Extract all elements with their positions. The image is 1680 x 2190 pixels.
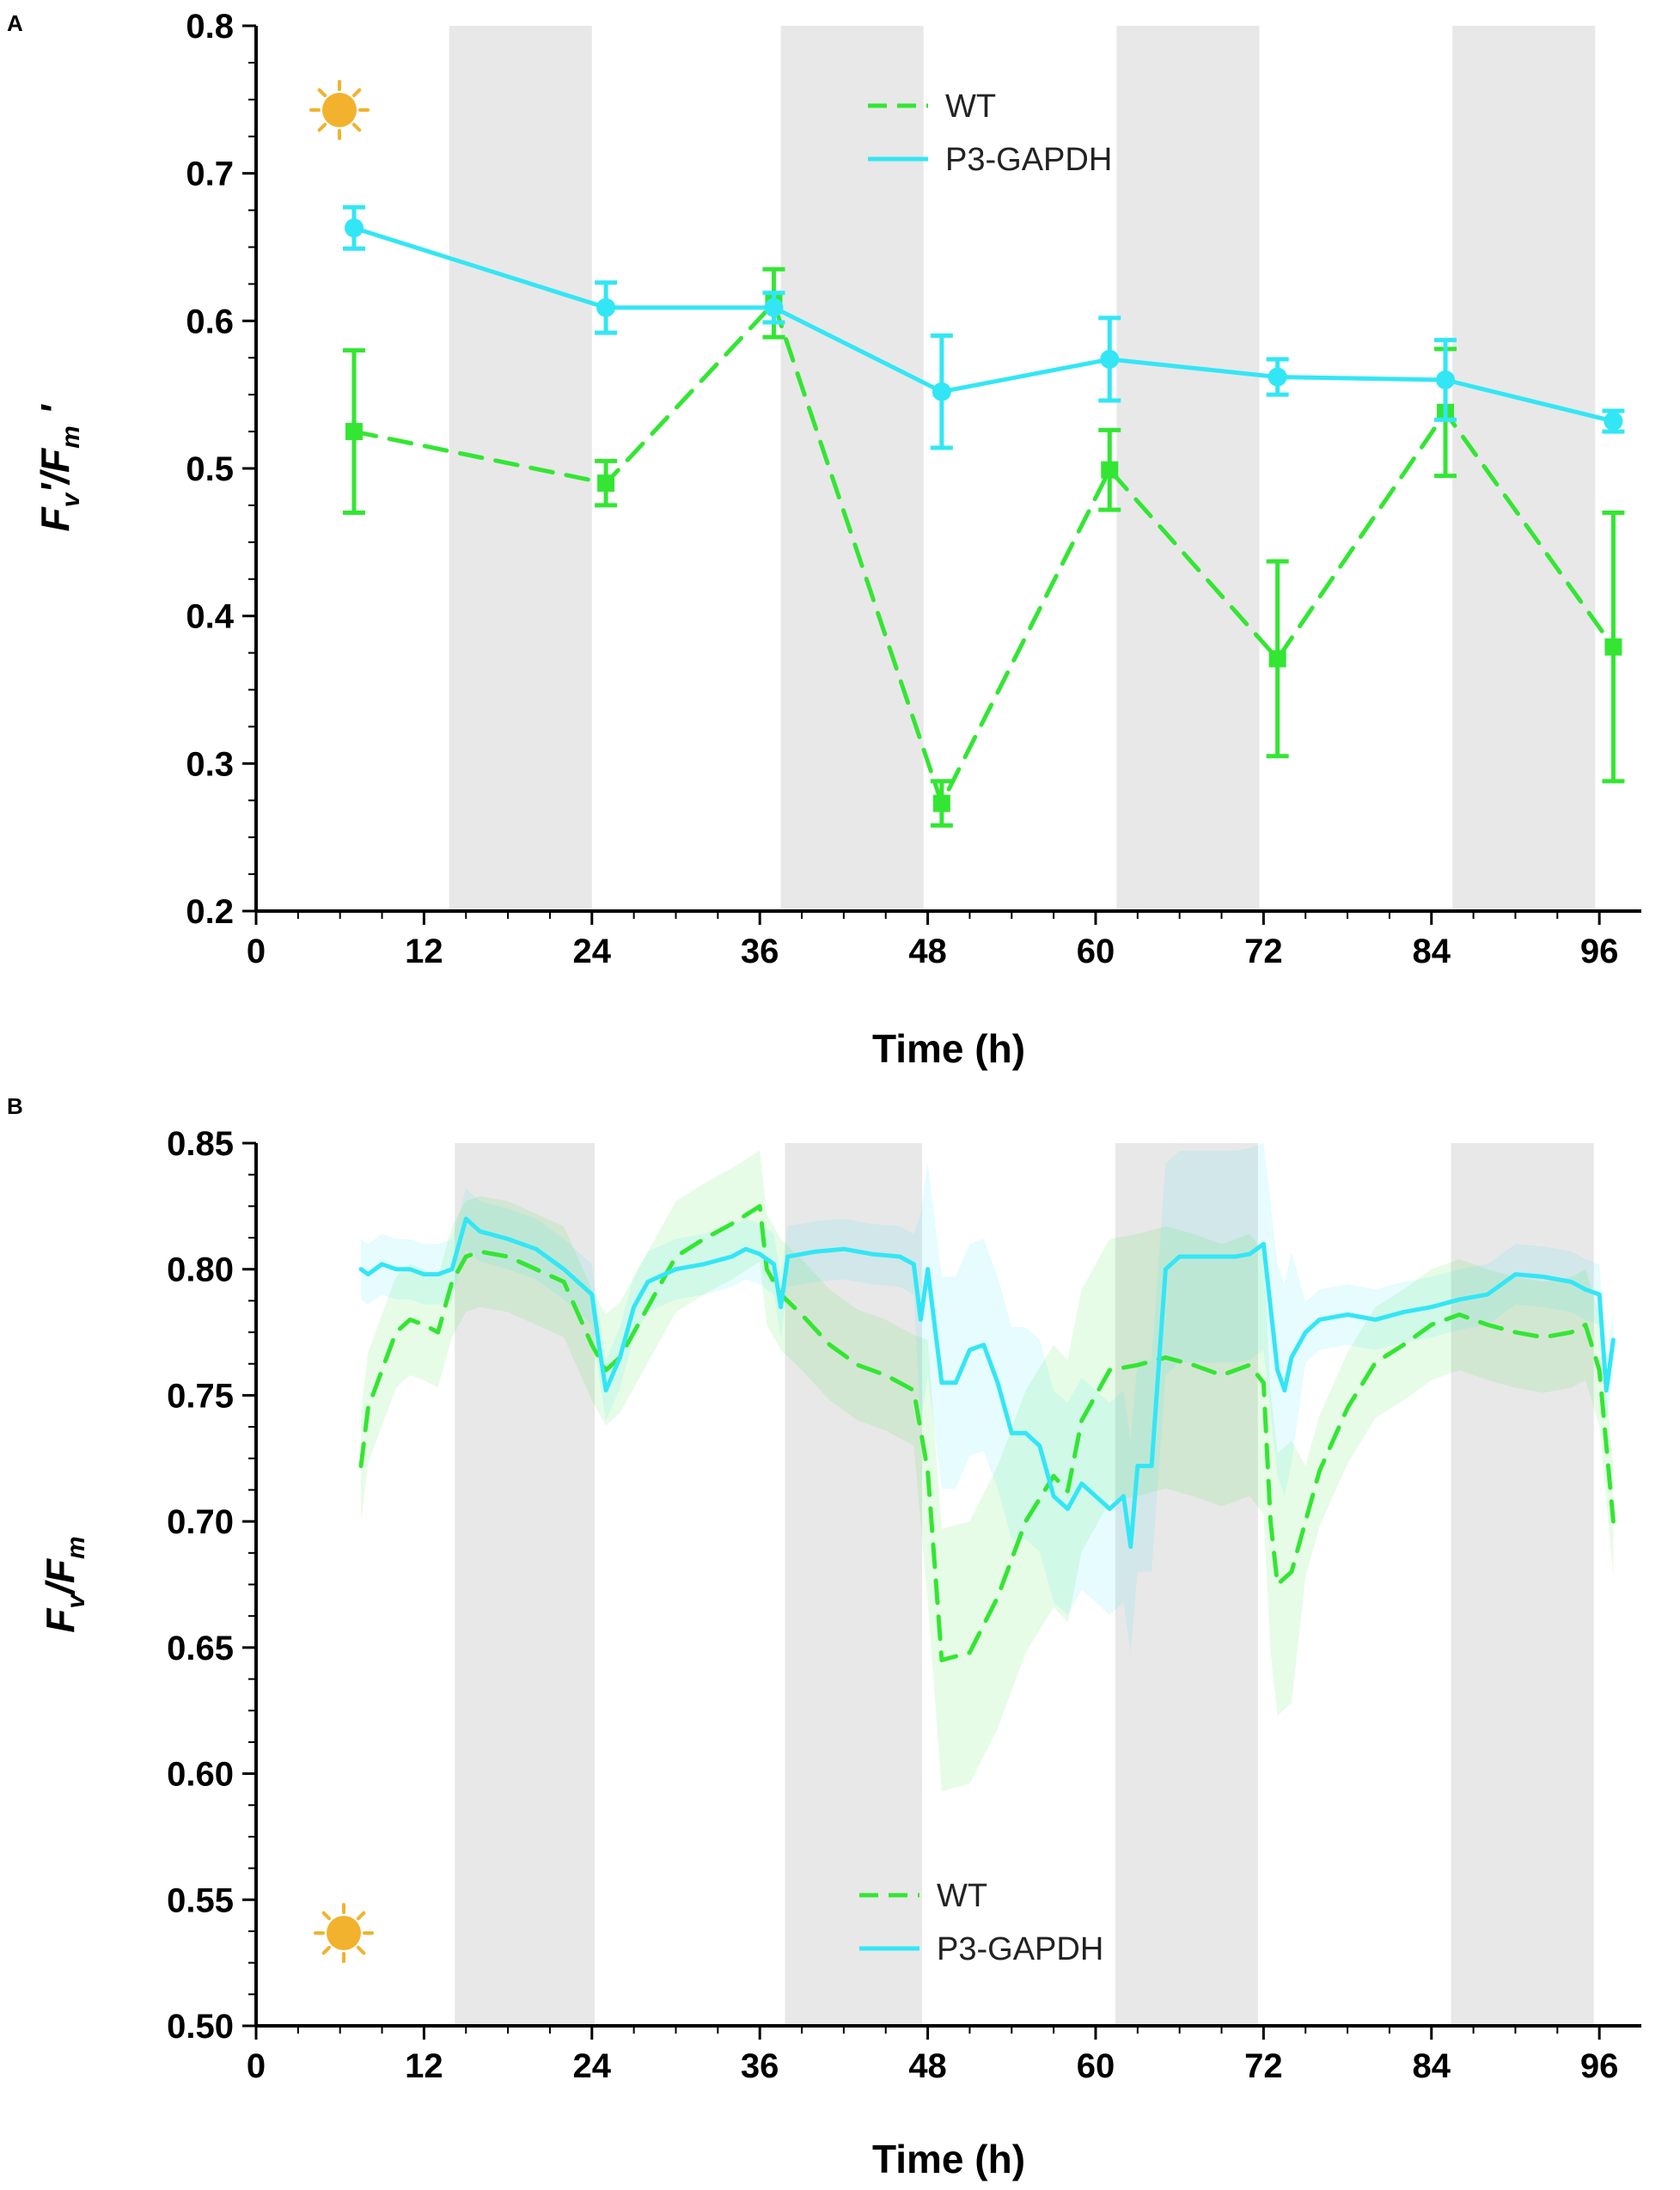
- night-band: [1115, 1143, 1258, 2026]
- panel-b: B 0 12 24 36 48 60 72 84 96 0.50 0.55 0.60 0.65 0.70 0.…: [0, 1092, 1680, 2190]
- y-tick-label: 0.3: [186, 745, 234, 783]
- series-line-wt: [351, 301, 1616, 806]
- x-axis-title: Time (h): [872, 2137, 1025, 2181]
- data-point: [932, 794, 950, 812]
- x-tick-label: 36: [741, 2047, 779, 2085]
- y-tick-label: 0.50: [167, 2008, 234, 2046]
- x-tick-label: 12: [405, 2047, 443, 2085]
- data-point: [344, 218, 363, 238]
- panel-letter: B: [7, 1093, 23, 1119]
- y-axis-title-part: /F: [38, 1557, 82, 1596]
- y-axis-title-sub: v: [62, 1593, 90, 1609]
- night-band: [1451, 1143, 1594, 2026]
- x-tick-label: 36: [741, 933, 779, 970]
- x-tick-label: 24: [573, 933, 612, 970]
- y-axis-title-sub: m: [57, 425, 85, 449]
- sun-disc: [327, 1916, 361, 1950]
- x-tick-label: 96: [1580, 2047, 1619, 2085]
- data-point: [1436, 370, 1456, 389]
- y-axis-title-part: F: [33, 506, 77, 532]
- y-tick-label: 0.70: [167, 1503, 234, 1541]
- sun-ray: [321, 1911, 332, 1921]
- y-tick-label: 0.7: [186, 156, 234, 193]
- data-point: [764, 297, 784, 317]
- x-tick-label: 60: [1077, 2047, 1115, 2085]
- y-tick-label: 0.4: [186, 598, 234, 636]
- x-tick-label: 84: [1413, 933, 1451, 970]
- x-tick-label: 96: [1580, 933, 1619, 970]
- sun-ray: [321, 1945, 332, 1955]
- y-tick-label: 0.6: [186, 303, 234, 340]
- series-line-wt: [358, 1203, 1616, 1662]
- series-line-p3-gapdh: [358, 1216, 1616, 1549]
- x-axis-title: Time (h): [872, 1026, 1025, 1071]
- night-band: [785, 1143, 923, 2026]
- y-tick-label: 0.85: [167, 1125, 234, 1163]
- data-point: [1604, 638, 1622, 656]
- legend-label: P3-GAPDH: [937, 1931, 1103, 1967]
- x-tick-label: 0: [247, 933, 266, 970]
- x-tick-label: 72: [1244, 933, 1283, 970]
- legend-label: P3-GAPDH: [945, 142, 1112, 178]
- x-tick-label: 48: [908, 933, 947, 970]
- data-point: [1100, 349, 1120, 369]
- chart-b: B 0 12 24 36 48 60 72 84 96 0.50 0.55 0.60 0.65 0.70 0.…: [7, 1093, 1641, 2181]
- y-tick-label: 0.55: [167, 1881, 234, 1919]
- y-tick-label: 0.5: [186, 450, 234, 488]
- y-tick-label: 0.60: [167, 1756, 234, 1794]
- legend-label: WT: [945, 89, 996, 125]
- x-tick-label: 12: [405, 933, 443, 970]
- sun-ray: [351, 122, 362, 132]
- legend: WT P3-GAPDH: [859, 1878, 1103, 1967]
- x-tick-label: 84: [1413, 2047, 1451, 2085]
- data-point: [596, 297, 616, 317]
- sun-ray: [317, 122, 327, 132]
- night-band: [1116, 26, 1260, 911]
- data-point: [1268, 367, 1287, 387]
- y-tick-label: 0.8: [186, 8, 234, 46]
- y-axis-title: Fv'/Fm ': [33, 403, 85, 531]
- data-point: [932, 382, 951, 401]
- y-tick-label: 0.80: [167, 1251, 234, 1289]
- data-point: [345, 423, 363, 441]
- y-tick-label: 0.2: [186, 893, 234, 931]
- panel-letter: A: [7, 10, 23, 36]
- x-tick-label: 60: [1077, 933, 1115, 970]
- day-night-icons: [309, 80, 525, 140]
- chart-a: A 0 12 24 36 48 60 72 84 96 0.2 0.3 0.4 0.5 0.6 0.7 0.8 T…: [7, 8, 1641, 1071]
- sun-ray: [351, 88, 362, 98]
- panel-a: A 0 12 24 36 48 60 72 84 96 0.2 0.3 0.4 0.5 0.6 0.7 0.8 T…: [0, 0, 1680, 1092]
- y-axis-title-part: '/F: [33, 447, 77, 493]
- x-tick-label: 48: [908, 2047, 947, 2085]
- sun-disc: [322, 93, 357, 127]
- data-point: [1604, 412, 1623, 431]
- sun-icon: [309, 80, 370, 140]
- sun-ray: [356, 1945, 366, 1955]
- night-band: [780, 26, 924, 911]
- x-tick-label: 24: [573, 2047, 612, 2085]
- sun-ray: [356, 1911, 366, 1921]
- legend-label: WT: [937, 1878, 987, 1914]
- day-night-icons: [314, 1903, 529, 1963]
- x-tick-label: 0: [247, 2047, 266, 2085]
- data-point: [1101, 461, 1119, 479]
- sun-icon: [314, 1903, 374, 1963]
- y-tick-label: 0.75: [167, 1377, 234, 1415]
- y-axis-title-part: F: [38, 1607, 82, 1633]
- legend: WT P3-GAPDH: [868, 89, 1112, 178]
- y-axis-title-sub: m: [62, 1536, 90, 1559]
- data-point: [1268, 650, 1286, 668]
- night-band: [1452, 26, 1596, 911]
- series-line-p3-gapdh: [351, 225, 1616, 424]
- night-band: [455, 1143, 596, 2026]
- y-axis-title-sub: v: [57, 491, 85, 507]
- y-axis-title: Fv/Fm: [38, 1536, 90, 1632]
- series-band-0: [361, 1150, 1614, 1792]
- y-tick-label: 0.65: [167, 1630, 234, 1667]
- x-tick-label: 72: [1244, 2047, 1283, 2085]
- data-point: [597, 474, 615, 492]
- sun-ray: [317, 88, 327, 98]
- night-band: [449, 26, 592, 911]
- y-axis-title-part: ': [33, 403, 77, 425]
